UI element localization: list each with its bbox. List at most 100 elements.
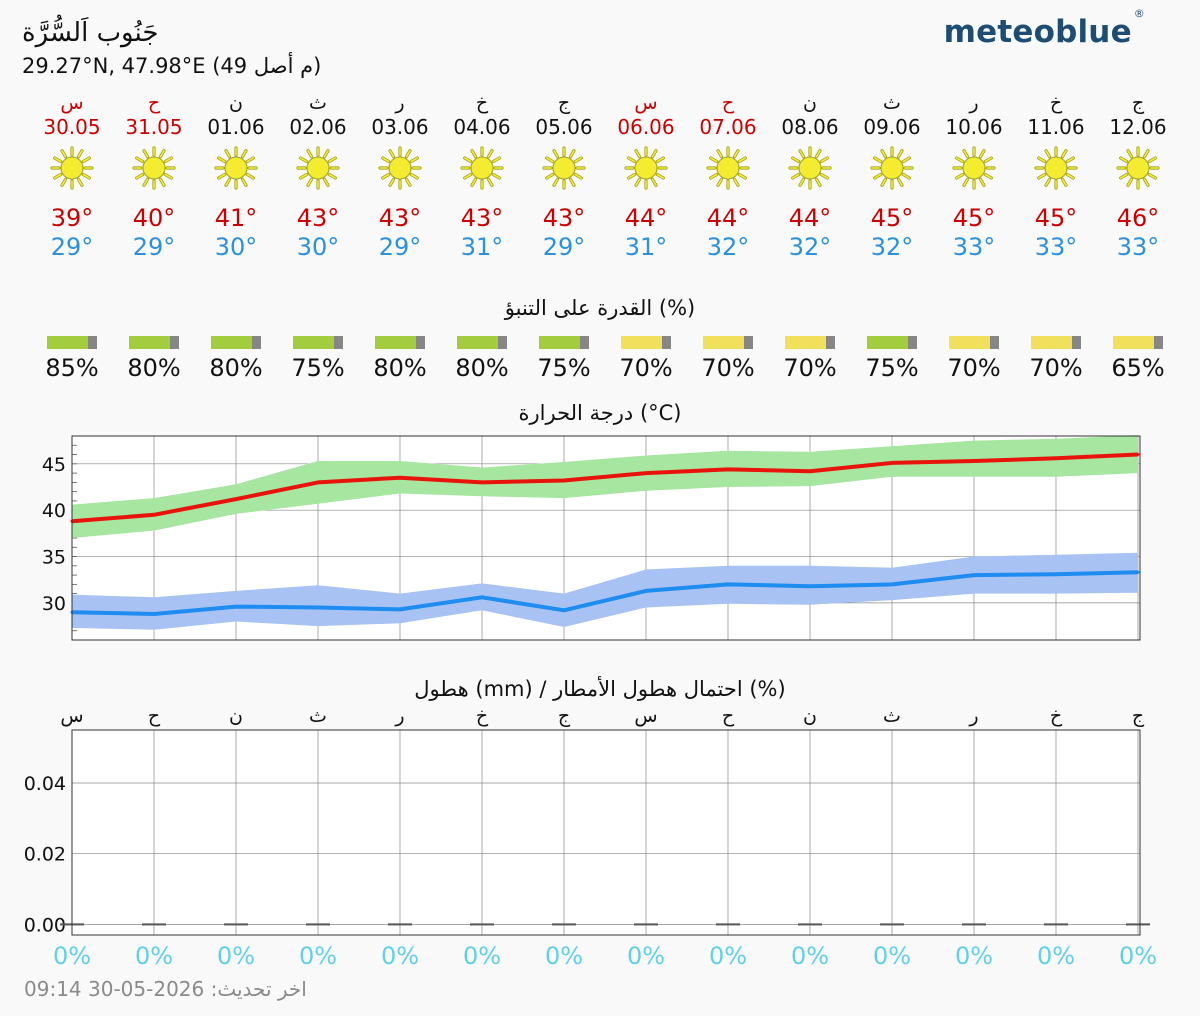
max-temperature-point	[644, 471, 648, 475]
rain-probability: 0%	[872, 942, 912, 970]
day-column: خ 11.06 45° 33°	[1015, 92, 1097, 262]
max-temperature-point	[726, 467, 730, 471]
min-temperature-point	[1054, 572, 1058, 576]
min-temperature: 31°	[624, 233, 668, 261]
day-date: 06.06	[617, 115, 675, 139]
meteoblue-logo[interactable]: meteoblue®	[943, 7, 1145, 50]
min-temperature-point	[152, 612, 156, 616]
min-temperature-point	[398, 607, 402, 611]
max-temperature-band	[72, 435, 1138, 538]
predictability-percent: 75%	[865, 354, 919, 382]
precipitation-bar	[142, 923, 166, 926]
predictability-percent: 85%	[45, 354, 99, 382]
day-name: ح	[147, 92, 161, 114]
precipitation-bar	[306, 923, 330, 926]
day-name: س	[60, 92, 84, 114]
precipitation-bar	[552, 923, 576, 926]
min-temperature: 33°	[1116, 233, 1160, 261]
last-updated: اخر تحديث: 2026-05-30 09:14	[24, 977, 307, 1001]
max-temperature: 46°	[1116, 204, 1160, 232]
min-temperature-point	[808, 584, 812, 588]
precipitation-day-label: خ	[1050, 705, 1063, 727]
precipitation-day-label: ث	[883, 705, 901, 727]
rain-probability: 0%	[380, 942, 420, 970]
min-temperature-point	[972, 573, 976, 577]
max-temperature: 45°	[952, 204, 996, 232]
predictability-bar	[375, 336, 425, 349]
min-temperature-point	[234, 605, 238, 609]
temperature-chart-title: درجة الحرارة (°C)	[518, 401, 682, 425]
logo-text: meteoblue	[943, 14, 1132, 50]
min-temperature: 33°	[1034, 233, 1078, 261]
predictability-remainder	[826, 336, 835, 349]
temperature-y-tick: 40	[42, 500, 66, 522]
day-date: 04.06	[453, 115, 511, 139]
day-date: 30.05	[43, 115, 101, 139]
day-column: ث 09.06 45° 32°	[851, 92, 933, 262]
predictability-remainder	[1154, 336, 1163, 349]
precipitation-bar	[1126, 923, 1150, 926]
predictability-fill	[211, 336, 252, 349]
precipitation-day-label: ن	[803, 705, 817, 727]
precipitation-bar	[388, 923, 412, 926]
predictability-fill	[867, 336, 908, 349]
precipitation-bar	[470, 923, 494, 926]
min-temperature: 29°	[132, 233, 176, 261]
predictability-bar	[621, 336, 671, 349]
sun-icon	[1034, 146, 1078, 190]
min-temperature: 29°	[50, 233, 94, 261]
min-temperature-point	[726, 582, 730, 586]
day-column: ر 03.06 43° 29°	[359, 92, 441, 262]
predictability-bar	[129, 336, 179, 349]
predictability-percent: 70%	[619, 354, 673, 382]
sun-icon	[378, 146, 422, 190]
precipitation-day-label: ن	[229, 705, 243, 727]
precipitation-y-tick: 0.00	[24, 914, 66, 936]
predictability-fill	[703, 336, 744, 349]
predictability-bar	[867, 336, 917, 349]
day-name: خ	[475, 92, 489, 114]
sun-icon	[624, 146, 668, 190]
day-date: 12.06	[1109, 115, 1167, 139]
registered-mark: ®	[1133, 6, 1145, 20]
day-name: ن	[229, 92, 243, 114]
predictability-fill	[375, 336, 416, 349]
precipitation-y-tick: 0.02	[24, 844, 66, 866]
day-date: 08.06	[781, 115, 839, 139]
precipitation-bar	[634, 923, 658, 926]
sun-icon	[214, 146, 258, 190]
max-temperature-point	[316, 480, 320, 484]
predictability-bar	[211, 336, 261, 349]
min-temperature-point	[1136, 570, 1140, 574]
sun-icon	[296, 146, 340, 190]
min-temperature-line	[71, 570, 1139, 616]
predictability-percent: 80%	[455, 354, 509, 382]
min-temperature: 29°	[542, 233, 586, 261]
max-temperature: 39°	[50, 204, 94, 232]
sun-icon	[870, 146, 914, 190]
predictability-bar	[457, 336, 507, 349]
location-title: جَنُوب اَلسُّرَّة	[22, 18, 159, 48]
day-column: ر 10.06 45° 33°	[933, 92, 1015, 262]
max-temperature: 41°	[214, 204, 258, 232]
day-name: ج	[557, 92, 571, 114]
predictability-fill	[949, 336, 990, 349]
rain-probability: 0%	[954, 942, 994, 970]
max-temperature: 43°	[378, 204, 422, 232]
day-date: 09.06	[863, 115, 921, 139]
day-date: 05.06	[535, 115, 593, 139]
predictability-bar	[703, 336, 753, 349]
min-temperature-band	[72, 552, 1138, 630]
min-temperature-point	[562, 608, 566, 612]
predictability-fill	[457, 336, 498, 349]
predictability-remainder	[334, 336, 343, 349]
min-temperature-point	[890, 582, 894, 586]
precipitation-bar	[798, 923, 822, 926]
sun-icon	[952, 146, 996, 190]
day-date: 02.06	[289, 115, 347, 139]
rain-probability: 0%	[544, 942, 584, 970]
temperature-y-tick: 45	[42, 454, 66, 476]
max-temperature-point	[562, 479, 566, 482]
min-temperature-point	[644, 589, 648, 593]
